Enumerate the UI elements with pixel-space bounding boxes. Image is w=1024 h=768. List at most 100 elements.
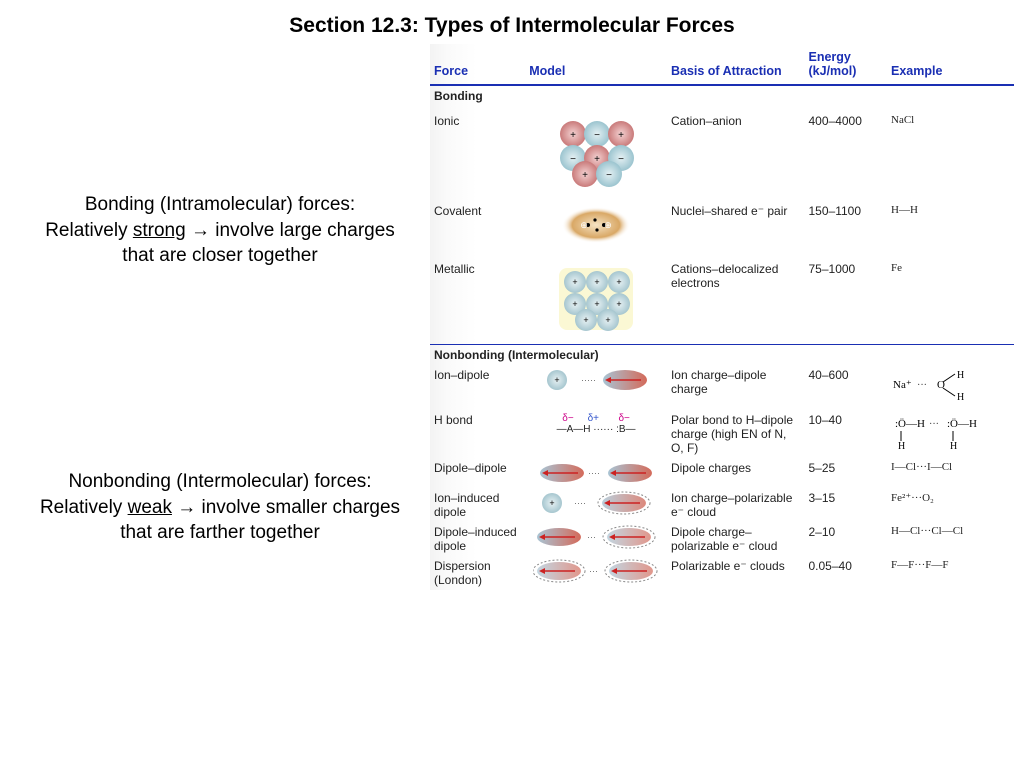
svg-text:+: + bbox=[583, 315, 588, 325]
ionic-model: + − + − + − + − bbox=[525, 106, 667, 196]
covalent-model: ⊕ ⊕ bbox=[525, 196, 667, 254]
svg-text:−: − bbox=[570, 154, 576, 165]
ionic-energy: 400–4000 bbox=[805, 106, 888, 196]
metallic-model: + + + + + + + + bbox=[525, 254, 667, 345]
dipind-model: ··· bbox=[525, 522, 667, 556]
svg-text:⊕: ⊕ bbox=[580, 220, 588, 230]
svg-text:···: ··· bbox=[929, 419, 939, 430]
covalent-basis: Nuclei–shared e⁻ pair bbox=[667, 196, 805, 254]
london-model: ··· bbox=[525, 556, 667, 590]
bonding-note: Bonding (Intramolecular) forces: Relativ… bbox=[28, 192, 412, 269]
svg-text:+: + bbox=[594, 277, 599, 287]
nonbonding-pre: Relatively bbox=[40, 497, 128, 518]
covalent-force: Covalent bbox=[430, 196, 525, 254]
london-force: Dispersion (London) bbox=[430, 556, 525, 590]
main-layout: Bonding (Intramolecular) forces: Relativ… bbox=[0, 44, 1024, 768]
svg-text:−: − bbox=[606, 170, 612, 181]
covalent-example: H—H bbox=[887, 196, 1014, 254]
london-example: F—F···F—F bbox=[887, 556, 1014, 590]
ionind-energy: 3–15 bbox=[805, 488, 888, 522]
row-iondipole: Ion–dipole + ····· bbox=[430, 365, 1014, 410]
svg-text:−: − bbox=[618, 154, 624, 165]
hbond-basis: Polar bond to H–dipole charge (high EN o… bbox=[667, 410, 805, 458]
ionic-force: Ionic bbox=[430, 106, 525, 196]
iondip-force: Ion–dipole bbox=[430, 365, 525, 410]
svg-text:·····: ····· bbox=[581, 375, 596, 385]
svg-text:+: + bbox=[554, 375, 559, 385]
dipind-basis: Dipole charge–polarizable e⁻ cloud bbox=[667, 522, 805, 556]
bonding-note-line1: Bonding (Intramolecular) forces: bbox=[28, 192, 412, 218]
section-nonbonding-label: Nonbonding (Intermolecular) bbox=[430, 345, 1014, 365]
row-covalent: Covalent ⊕ ⊕ Nuclei–shared e⁻ pair 150–1… bbox=[430, 196, 1014, 254]
svg-text:+: + bbox=[605, 315, 610, 325]
section-bonding-label: Bonding bbox=[430, 85, 1014, 106]
ionind-force: Ion–induced dipole bbox=[430, 488, 525, 522]
svg-text::Ö—H: :Ö—H bbox=[895, 418, 925, 430]
dipdip-basis: Dipole charges bbox=[667, 458, 805, 488]
dipind-energy: 2–10 bbox=[805, 522, 888, 556]
dipind-example: H—Cl···Cl—Cl bbox=[887, 522, 1014, 556]
bonding-emph: strong bbox=[133, 220, 186, 241]
svg-text:+: + bbox=[616, 299, 621, 309]
metallic-example: Fe bbox=[887, 254, 1014, 345]
ionind-model: + ···· bbox=[525, 488, 667, 522]
dipind-force: Dipole–induced dipole bbox=[430, 522, 525, 556]
right-column: Force Model Basis of Attraction Energy (… bbox=[430, 44, 1024, 768]
iondip-model-icon: + ····· bbox=[541, 368, 651, 392]
metallic-basis: Cations–delocalized electrons bbox=[667, 254, 805, 345]
svg-text:+: + bbox=[572, 277, 577, 287]
svg-text:+: + bbox=[572, 299, 577, 309]
svg-text:····: ···· bbox=[588, 468, 600, 478]
nonbonding-note-line1: Nonbonding (Intermolecular) forces: bbox=[28, 469, 412, 495]
row-hbond: H bond δ− δ+ δ− —A—H ······ :B— Polar bo… bbox=[430, 410, 1014, 458]
hbond-deltas: δ− δ+ δ− bbox=[529, 413, 663, 424]
svg-text:H: H bbox=[898, 441, 905, 449]
metallic-energy: 75–1000 bbox=[805, 254, 888, 345]
nonbonding-note-line2: Relatively weak → involve smaller charge… bbox=[28, 495, 412, 546]
svg-text:−: − bbox=[594, 130, 600, 141]
dipdip-model: ···· bbox=[525, 458, 667, 488]
col-basis: Basis of Attraction bbox=[667, 44, 805, 85]
london-basis: Polarizable e⁻ clouds bbox=[667, 556, 805, 590]
ionic-example: NaCl bbox=[887, 106, 1014, 196]
svg-text:+: + bbox=[549, 498, 554, 508]
col-force: Force bbox=[430, 44, 525, 85]
hbond-energy: 10–40 bbox=[805, 410, 888, 458]
svg-text:H: H bbox=[957, 370, 964, 381]
dipdip-energy: 5–25 bbox=[805, 458, 888, 488]
svg-text:+: + bbox=[570, 130, 576, 141]
iondip-basis: Ion charge–dipole charge bbox=[667, 365, 805, 410]
row-ionind: Ion–induced dipole + ···· Ion charge–pol… bbox=[430, 488, 1014, 522]
row-ionic: Ionic + − + − + bbox=[430, 106, 1014, 196]
london-model-icon: ··· bbox=[533, 559, 659, 583]
row-dipind: Dipole–induced dipole ··· Dipole charge–… bbox=[430, 522, 1014, 556]
svg-text:+: + bbox=[582, 170, 588, 181]
london-energy: 0.05–40 bbox=[805, 556, 888, 590]
hbond-example-icon: :Ö—H ··· :Ö—H H H bbox=[891, 413, 1001, 449]
svg-text:···: ··· bbox=[589, 566, 598, 576]
dipind-model-icon: ··· bbox=[533, 525, 659, 549]
col-example: Example bbox=[887, 44, 1014, 85]
svg-text:+: + bbox=[594, 299, 599, 309]
iondip-model: + ····· bbox=[525, 365, 667, 410]
iondip-energy: 40–600 bbox=[805, 365, 888, 410]
bonding-note-line2: Relatively strong → involve large charge… bbox=[28, 218, 412, 269]
svg-text:····: ···· bbox=[574, 498, 586, 508]
metallic-model-icon: + + + + + + + + bbox=[553, 262, 639, 336]
svg-text:···: ··· bbox=[917, 380, 927, 391]
svg-text:H: H bbox=[950, 441, 957, 449]
ionind-model-icon: + ···· bbox=[536, 491, 656, 515]
svg-text::Ö—H: :Ö—H bbox=[947, 418, 977, 430]
row-dipdip: Dipole–dipole ···· Dipole charges 5–25 bbox=[430, 458, 1014, 488]
svg-text:H: H bbox=[957, 392, 964, 403]
row-london: Dispersion (London) ··· Polarizable e⁻ bbox=[430, 556, 1014, 590]
col-energy: Energy (kJ/mol) bbox=[805, 44, 888, 85]
ionic-model-icon: + − + − + − + − bbox=[553, 114, 639, 188]
hbond-atoms: —A—H ······ :B— bbox=[529, 424, 663, 435]
ionind-basis: Ion charge–polarizable e⁻ cloud bbox=[667, 488, 805, 522]
covalent-energy: 150–1100 bbox=[805, 196, 888, 254]
ionic-basis: Cation–anion bbox=[667, 106, 805, 196]
covalent-model-icon: ⊕ ⊕ bbox=[553, 204, 639, 246]
col-model: Model bbox=[525, 44, 667, 85]
svg-text:O: O bbox=[937, 379, 945, 391]
